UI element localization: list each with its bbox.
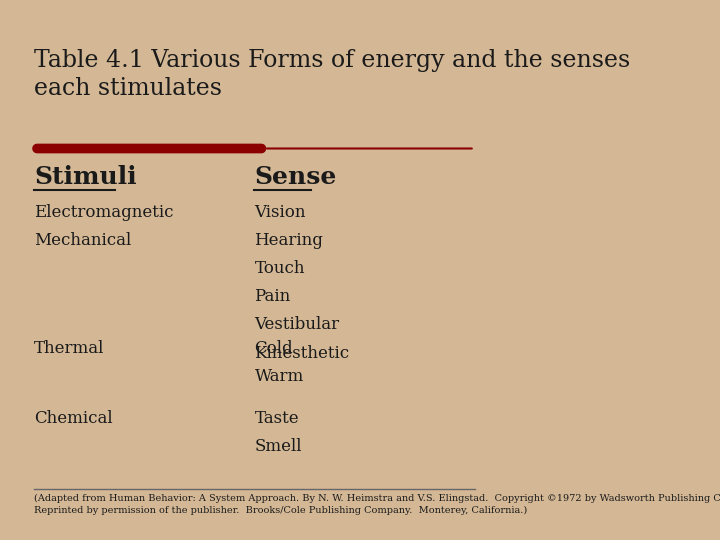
- Text: Touch: Touch: [254, 260, 305, 277]
- Text: Table 4.1 Various Forms of energy and the senses
each stimulates: Table 4.1 Various Forms of energy and th…: [35, 49, 631, 100]
- Text: Vision: Vision: [254, 204, 306, 221]
- Text: Hearing: Hearing: [254, 232, 323, 249]
- Text: Stimuli: Stimuli: [35, 165, 137, 188]
- Text: Mechanical: Mechanical: [35, 232, 132, 249]
- Text: Vestibular: Vestibular: [254, 316, 340, 333]
- Text: Smell: Smell: [254, 438, 302, 455]
- Text: Sense: Sense: [254, 165, 337, 188]
- Text: Electromagnetic: Electromagnetic: [35, 204, 174, 221]
- Text: Pain: Pain: [254, 288, 291, 305]
- Text: Warm: Warm: [254, 368, 304, 385]
- Text: Kinesthetic: Kinesthetic: [254, 345, 350, 361]
- Text: (Adapted from Human Behavior: A System Approach. By N. W. Heimstra and V.S. Elin: (Adapted from Human Behavior: A System A…: [35, 494, 720, 515]
- Text: Cold: Cold: [254, 340, 293, 357]
- Text: Thermal: Thermal: [35, 340, 104, 357]
- Text: Taste: Taste: [254, 410, 299, 427]
- Text: Chemical: Chemical: [35, 410, 113, 427]
